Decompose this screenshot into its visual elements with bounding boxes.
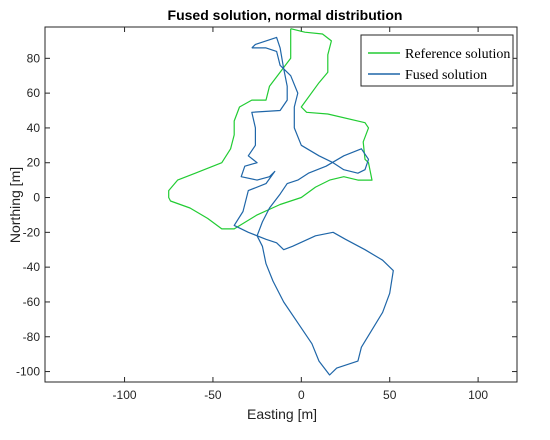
series-line-fused [233, 36, 394, 376]
y-tick-label: -20 [23, 225, 41, 239]
x-axis-label: Easting [m] [247, 406, 317, 422]
x-tick-label: 50 [383, 388, 397, 402]
axis-ticks: -100 -50 0 50 100 -100 -80 -60 -40 -20 0 20 40 60 80 [16, 27, 517, 402]
y-tick-label: 20 [27, 156, 41, 170]
series-line-reference [168, 28, 373, 230]
x-tick-label: -100 [113, 388, 137, 402]
y-tick-label: -40 [23, 260, 41, 274]
y-tick-label: 60 [27, 86, 41, 100]
x-tick-label: 100 [468, 388, 488, 402]
x-tick-label: 0 [298, 388, 305, 402]
legend-label-reference: Reference solution [405, 47, 510, 62]
y-tick-label: -100 [16, 365, 40, 379]
series-layer [168, 28, 394, 376]
x-tick-label: -50 [204, 388, 222, 402]
y-tick-label: -80 [23, 330, 41, 344]
y-axis-label: Northing [m] [7, 167, 23, 243]
y-tick-label: 0 [33, 191, 40, 205]
legend-box [360, 34, 514, 87]
legend-label-fused: Fused solution [405, 68, 487, 83]
legend: Reference solution Fused solution [360, 34, 514, 87]
y-tick-label: 80 [27, 51, 41, 65]
chart-title: Fused solution, normal distribution [168, 7, 403, 23]
y-tick-label: -60 [23, 295, 41, 309]
y-tick-label: 40 [27, 121, 41, 135]
